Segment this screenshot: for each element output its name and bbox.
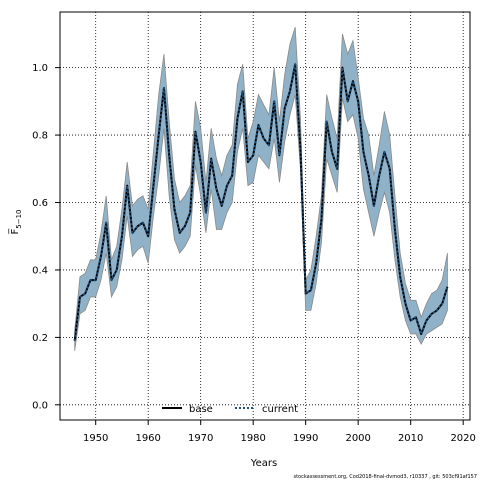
y-tick-label: 1.0 xyxy=(32,63,48,74)
confidence-band xyxy=(74,27,448,351)
x-tick-label: 1950 xyxy=(83,433,108,444)
confidence-band-area xyxy=(74,27,448,351)
y-tick-label: 0.8 xyxy=(32,131,48,142)
y-tick-label: 0.0 xyxy=(32,400,48,411)
y-axis-title: F̅5−10 xyxy=(8,210,23,235)
x-tick-label: 1990 xyxy=(293,433,318,444)
y-tick-label: 0.2 xyxy=(32,333,48,344)
x-tick-label: 1980 xyxy=(240,433,265,444)
legend: base current xyxy=(162,404,298,415)
x-tick-label: 2000 xyxy=(345,433,370,444)
y-axis-title-main: F̅ xyxy=(8,228,21,235)
series-lines xyxy=(73,63,449,341)
axes: 1950 1960 1970 1980 1990 2000 2010 2020 0.0 0.2 0.… xyxy=(32,11,476,444)
x-tick-label: 2010 xyxy=(398,433,423,444)
x-tick-label: 2020 xyxy=(450,433,475,444)
footer-text: stockassessment.org, Cod2018-final-dvmod… xyxy=(293,474,477,480)
y-tick-label: 0.6 xyxy=(32,198,48,209)
x-tick-label: 1960 xyxy=(135,433,160,444)
legend-current-label: current xyxy=(262,404,298,415)
y-axis-title-sub: 5−10 xyxy=(15,210,23,229)
svg-text:F̅5−10: F̅5−10 xyxy=(8,210,23,235)
x-tick-label: 1970 xyxy=(188,433,213,444)
y-tick-label: 0.4 xyxy=(32,265,48,276)
series-line-current xyxy=(73,63,449,341)
x-axis-title: Years xyxy=(250,458,277,469)
plot-frame xyxy=(59,11,471,421)
legend-base-label: base xyxy=(189,404,213,415)
